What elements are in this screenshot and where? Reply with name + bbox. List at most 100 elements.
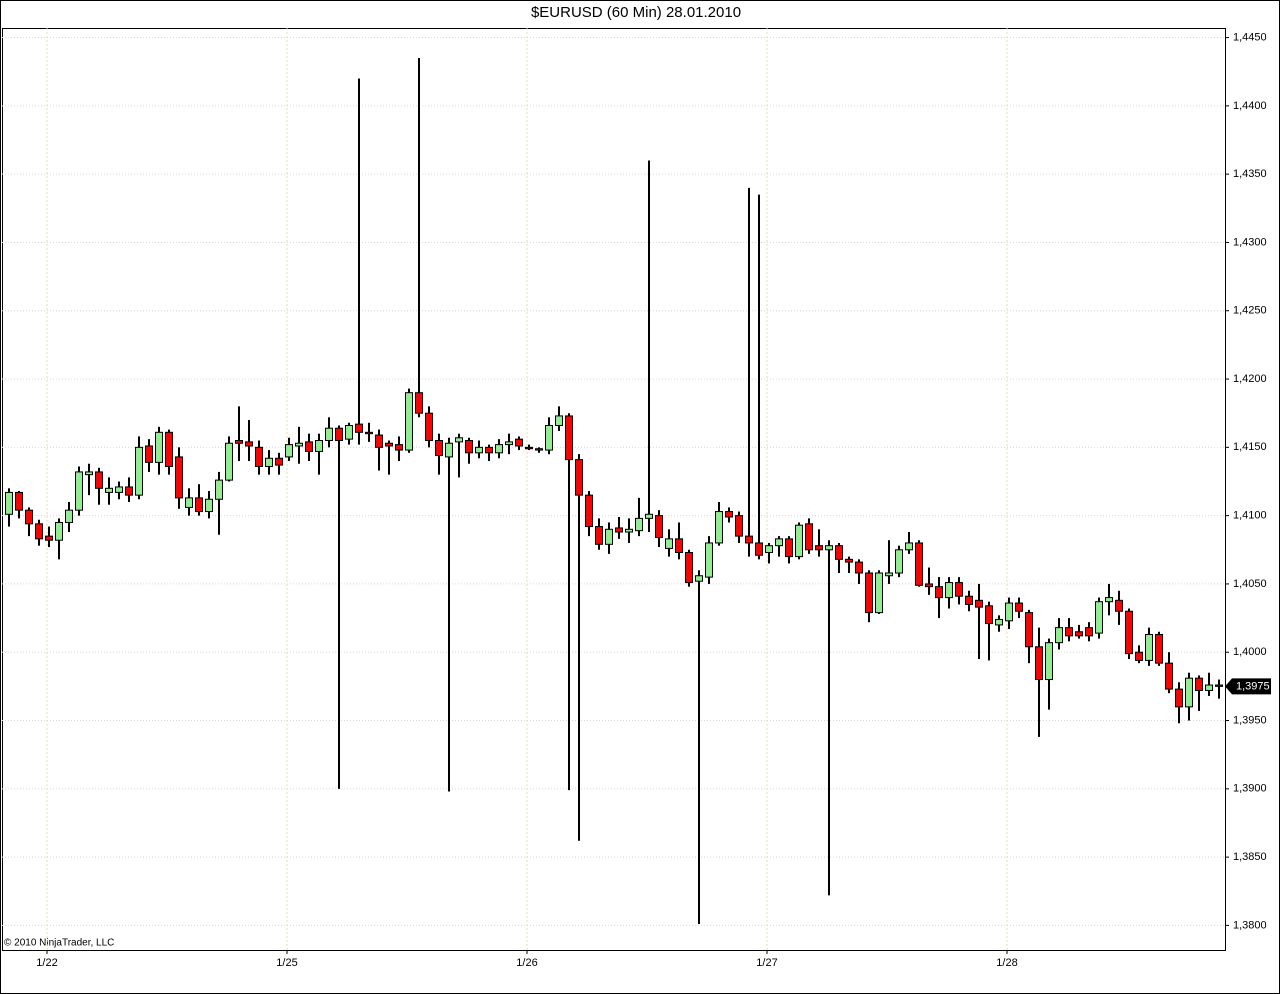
- candle-body: [1205, 684, 1213, 691]
- candle-body: [525, 446, 533, 450]
- candle-body: [1025, 612, 1033, 648]
- candle-body: [365, 431, 373, 435]
- x-tick-label: 1/27: [756, 957, 777, 969]
- candle-body: [565, 415, 573, 461]
- candle-body: [395, 444, 403, 451]
- y-tick-label: 1,4000: [1233, 646, 1267, 658]
- candle-body: [745, 535, 753, 544]
- candle-body: [545, 424, 553, 451]
- candle-body: [665, 538, 673, 549]
- x-tick-label: 1/28: [996, 957, 1017, 969]
- candle-body: [705, 542, 713, 578]
- candle-body: [905, 542, 913, 551]
- candle-body: [925, 583, 933, 588]
- candle-body: [1005, 602, 1013, 622]
- candle-body: [1095, 601, 1103, 634]
- candle-body: [605, 528, 613, 545]
- candle-body: [885, 572, 893, 577]
- candle-body: [825, 545, 833, 551]
- candle-body: [1075, 631, 1083, 637]
- candle-body: [1045, 642, 1053, 681]
- candle-body: [535, 448, 543, 451]
- candle-body: [715, 511, 723, 544]
- candle-body: [1135, 651, 1143, 661]
- candle-body: [155, 431, 163, 463]
- candle-body: [385, 442, 393, 447]
- candle-body: [445, 442, 453, 458]
- candle-body: [145, 445, 153, 463]
- candle-body: [725, 511, 733, 518]
- plot-frame: [2, 28, 1226, 951]
- y-tick-label: 1,4400: [1233, 100, 1267, 112]
- candle-body: [225, 442, 233, 481]
- x-tick-label: 1/26: [516, 957, 537, 969]
- candle-body: [245, 441, 253, 447]
- candle-body: [125, 486, 133, 496]
- candle-body: [85, 471, 93, 476]
- candle-body: [795, 524, 803, 558]
- candle-body: [895, 549, 903, 574]
- candle-body: [635, 517, 643, 532]
- candle-body: [1125, 610, 1133, 655]
- candle-body: [815, 545, 823, 551]
- candle-body: [215, 479, 223, 500]
- candle-body: [375, 434, 383, 448]
- candle-body: [875, 572, 883, 614]
- candle-body: [1185, 677, 1193, 708]
- candle-body: [335, 427, 343, 442]
- y-tick-label: 1,4350: [1233, 168, 1267, 180]
- y-tick-label: 1,3800: [1233, 919, 1267, 931]
- candle-body: [655, 515, 663, 538]
- candle-body: [165, 431, 173, 467]
- candle-body: [1065, 627, 1073, 637]
- candle-body: [865, 572, 873, 614]
- candle-body: [805, 523, 813, 551]
- candle-body: [995, 618, 1003, 626]
- y-tick-label: 1,4300: [1233, 236, 1267, 248]
- candle-body: [25, 509, 33, 525]
- candle-body: [315, 440, 323, 452]
- candle-body: [755, 542, 763, 556]
- candle-body: [685, 552, 693, 584]
- candle-body: [5, 491, 13, 515]
- candle-body: [325, 427, 333, 442]
- candle-body: [415, 392, 423, 414]
- candle-body: [955, 582, 963, 597]
- candle-body: [1155, 633, 1163, 664]
- y-tick-label: 1,4150: [1233, 441, 1267, 453]
- y-tick-label: 1,4100: [1233, 510, 1267, 522]
- candle-body: [625, 528, 633, 533]
- candle-body: [1115, 599, 1123, 612]
- candle-body: [45, 535, 53, 541]
- candle-body: [735, 515, 743, 537]
- candle-body: [505, 441, 513, 446]
- candle-body: [845, 558, 853, 563]
- candle-body: [975, 599, 983, 608]
- candle-body: [585, 494, 593, 528]
- y-tick-label: 1,3850: [1233, 851, 1267, 863]
- candle-body: [1195, 677, 1203, 691]
- chart-title: $EURUSD (60 Min) 28.01.2010: [531, 4, 741, 21]
- candle-body: [35, 523, 43, 540]
- candle-body: [105, 487, 113, 493]
- candle-body: [1055, 627, 1063, 644]
- candle-body: [95, 471, 103, 489]
- candle-body: [255, 446, 263, 467]
- candle-body: [355, 423, 363, 433]
- candle-body: [15, 491, 23, 511]
- candle-body: [205, 498, 213, 513]
- candle-body: [115, 486, 123, 493]
- candle-body: [555, 415, 563, 426]
- x-tick-label: 1/25: [276, 957, 297, 969]
- candle-body: [785, 538, 793, 558]
- candle-body: [495, 444, 503, 454]
- candle-body: [485, 446, 493, 454]
- candle-body: [515, 438, 523, 447]
- candle-body: [855, 561, 863, 574]
- candle-body: [675, 538, 683, 554]
- candle-body: [1215, 684, 1223, 687]
- candle-body: [185, 497, 193, 508]
- candle-body: [265, 457, 273, 467]
